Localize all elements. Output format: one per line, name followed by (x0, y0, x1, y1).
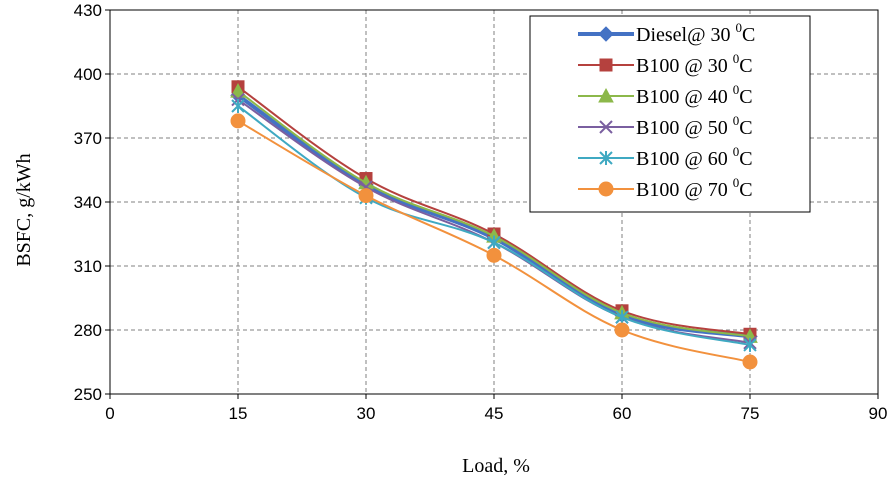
y-axis-title: BSFC, g/kWh (13, 153, 35, 266)
legend-item: Diesel@ 30 0C (578, 20, 755, 46)
y-tick-label: 310 (74, 257, 102, 276)
legend-swatch-marker (598, 26, 614, 42)
data-point (487, 235, 501, 250)
legend-label: B100 @ 70 0C (636, 175, 753, 201)
legend-label: Diesel@ 30 0C (636, 20, 755, 46)
data-point (615, 310, 629, 325)
legend-swatch-marker (598, 181, 614, 197)
x-tick-label: 0 (105, 404, 114, 423)
legend-box (529, 15, 811, 213)
data-point (742, 354, 758, 370)
legend-item: B100 @ 70 0C (578, 175, 753, 201)
y-tick-label: 280 (74, 321, 102, 340)
y-tick-label: 400 (74, 65, 102, 84)
x-tick-label: 90 (869, 404, 888, 423)
data-point (614, 322, 630, 338)
y-tick-label: 370 (74, 129, 102, 148)
x-tick-label: 30 (357, 404, 376, 423)
x-tick-label: 60 (613, 404, 632, 423)
y-tick-label: 430 (74, 1, 102, 20)
x-tick-label: 75 (741, 404, 760, 423)
marker-stroke (599, 120, 613, 134)
data-point (230, 113, 246, 129)
x-axis-title: Load, % (462, 455, 530, 477)
legend-swatch-marker (598, 87, 614, 103)
series-layer (230, 80, 758, 370)
legend-swatch-marker (599, 120, 613, 134)
legend-swatch-marker (599, 58, 613, 72)
y-tick-label: 340 (74, 193, 102, 212)
data-point (358, 188, 374, 204)
data-point (743, 337, 757, 352)
legend-swatch-marker (599, 151, 613, 165)
y-tick-label: 250 (74, 385, 102, 404)
x-tick-label: 45 (485, 404, 504, 423)
data-point (230, 83, 246, 98)
axes: 0 15 30 45 60 75 90 250 280 310 340 370 400 430 (74, 1, 888, 423)
series-6 (230, 113, 758, 370)
data-point (486, 247, 502, 263)
x-tick-label: 15 (229, 404, 248, 423)
data-point (231, 99, 245, 113)
